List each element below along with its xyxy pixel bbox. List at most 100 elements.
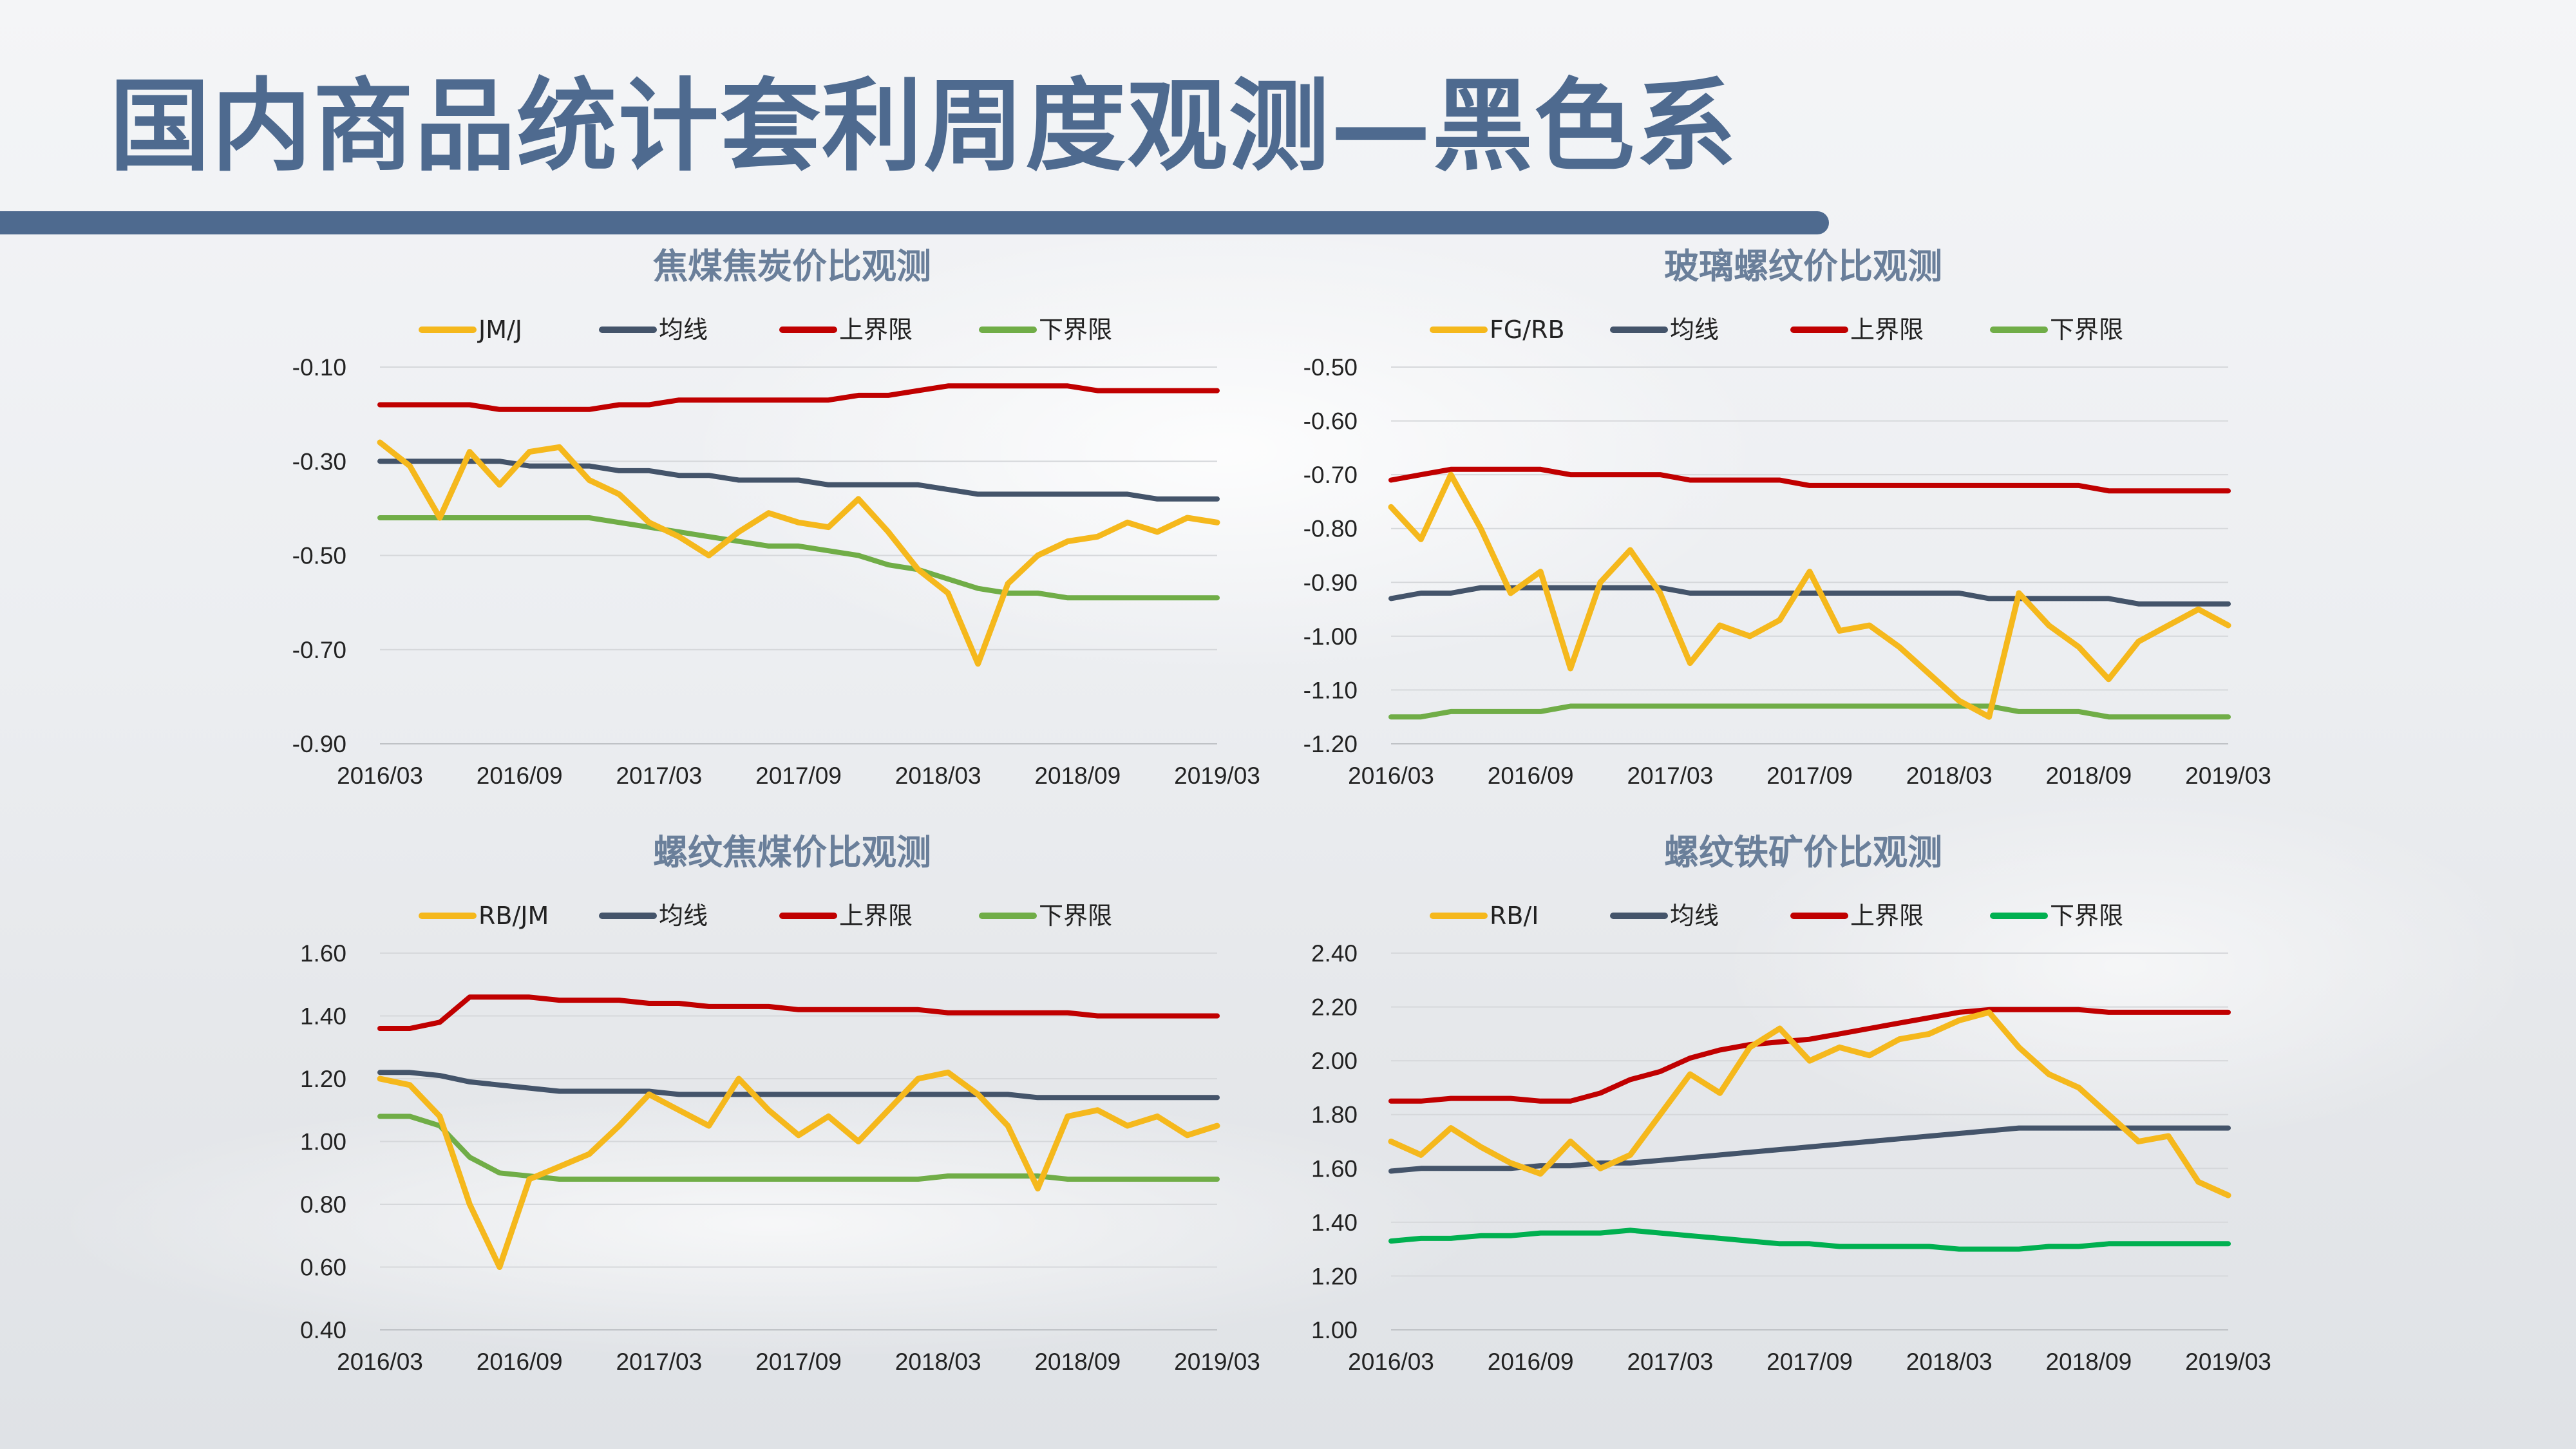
chart-svg: 螺纹铁矿价比观测 RB/I 均线 上界限 下界限 2.40 2.20 2.00 1.80 1.60…	[1311, 832, 2271, 1375]
series-line-lower_alt	[1388, 1227, 2231, 1252]
legend-label: 下界限	[1039, 902, 1112, 930]
y-tick-label: 2.20	[1311, 994, 1358, 1021]
x-tick-label: 2017/03	[1627, 762, 1713, 789]
x-tick-label: 2016/09	[1488, 762, 1574, 789]
legend-item: RB/I	[1430, 902, 1539, 930]
series-line-lower	[377, 515, 1220, 601]
legend-item: 上界限	[1790, 316, 1924, 344]
legend-label: RB/I	[1490, 902, 1539, 930]
y-tick-label: 1.00	[300, 1129, 346, 1155]
legend-label: 均线	[659, 316, 708, 344]
chart-svg: 焦煤焦炭价比观测 JM/J 均线 上界限 下界限 -0.10 -0.30 -0.50 -0.70…	[292, 246, 1260, 789]
y-tick-label: -0.60	[1303, 408, 1358, 435]
y-tick-label: 2.00	[1311, 1048, 1358, 1074]
x-tick-label: 2019/03	[1174, 1349, 1260, 1375]
x-tick-label: 2018/03	[895, 762, 981, 789]
x-tick-label: 2017/03	[616, 1349, 702, 1375]
y-tick-label: -0.90	[292, 731, 346, 757]
y-tick-label: 1.60	[300, 940, 346, 967]
chart-rebar-coking-coal: 螺纹焦煤价比观测 RB/JM 均线 上界限 下界限 1.60 1.40 1.20 1.00 0.8…	[277, 831, 1269, 1397]
y-tick-label: -0.80	[1303, 516, 1358, 542]
x-tick-label: 2017/03	[616, 762, 702, 789]
x-tick-label: 2017/03	[1627, 1349, 1713, 1375]
chart-title: 螺纹铁矿价比观测	[1664, 832, 1942, 873]
x-tick-label: 2017/09	[1766, 762, 1853, 789]
y-tick-label: 0.60	[300, 1255, 346, 1281]
x-tick-label: 2017/09	[1766, 1349, 1853, 1375]
y-tick-label: 1.00	[1311, 1317, 1358, 1343]
legend-item: 下界限	[979, 316, 1112, 344]
y-tick-label: 0.80	[300, 1191, 346, 1218]
y-tick-label: 1.20	[300, 1066, 346, 1092]
x-tick-label: 2018/03	[895, 1349, 981, 1375]
y-tick-label: -0.10	[292, 354, 346, 381]
x-tick-label: 2019/03	[2185, 1349, 2271, 1375]
x-tick-label: 2017/09	[755, 762, 842, 789]
series-line-ratio	[1388, 1009, 2231, 1198]
legend-label: 下界限	[2050, 902, 2123, 930]
chart-title: 玻璃螺纹价比观测	[1664, 246, 1942, 287]
legend-item: 上界限	[779, 316, 913, 344]
x-tick-label: 2019/03	[1174, 762, 1260, 789]
y-tick-label: -0.30	[292, 448, 346, 475]
y-tick-label: 0.40	[300, 1317, 346, 1343]
chart-rebar-iron-ore: 螺纹铁矿价比观测 RB/I 均线 上界限 下界限 2.40 2.20 2.00 1.80 1.60…	[1288, 831, 2280, 1397]
y-tick-label: -1.20	[1303, 731, 1358, 757]
legend-item: 上界限	[1790, 902, 1924, 930]
y-tick-label: -0.70	[1303, 462, 1358, 488]
legend-label: 上界限	[1850, 316, 1924, 344]
legend-label: 上界限	[839, 316, 913, 344]
x-tick-label: 2018/09	[2045, 762, 2132, 789]
y-tick-label: -1.10	[1303, 677, 1358, 703]
x-tick-label: 2018/09	[1034, 762, 1121, 789]
x-tick-label: 2018/09	[1034, 1349, 1121, 1375]
title-underline-bar	[0, 211, 1829, 234]
legend-item: 下界限	[1990, 316, 2123, 344]
legend-item: 下界限	[979, 902, 1112, 930]
series-line-ratio	[377, 1069, 1220, 1270]
series-line-upper	[377, 383, 1220, 412]
y-tick-label: -0.50	[292, 543, 346, 569]
legend-label: 均线	[1670, 902, 1719, 930]
y-tick-label: -1.00	[1303, 623, 1358, 650]
x-tick-label: 2017/09	[755, 1349, 842, 1375]
x-tick-label: 2018/03	[1906, 1349, 1993, 1375]
x-tick-label: 2016/03	[337, 762, 423, 789]
series-line-lower	[1388, 703, 2231, 720]
x-tick-label: 2018/03	[1906, 762, 1993, 789]
legend-item: FG/RB	[1430, 316, 1565, 344]
y-tick-label: -0.90	[1303, 569, 1358, 596]
y-tick-label: 1.80	[1311, 1102, 1358, 1128]
y-tick-label: -0.50	[1303, 354, 1358, 381]
legend-label: 上界限	[1850, 902, 1924, 930]
legend-item: 均线	[599, 316, 708, 344]
series-line-upper	[377, 994, 1220, 1031]
legend-label: 下界限	[1039, 316, 1112, 344]
x-tick-label: 2016/03	[1348, 1349, 1434, 1375]
legend-item: JM/J	[419, 316, 522, 344]
page-title: 国内商品统计套利周度观测—黑色系	[109, 68, 1738, 185]
legend-item: 下界限	[1990, 902, 2123, 930]
legend-label: 均线	[1670, 316, 1719, 344]
x-tick-label: 2016/09	[477, 762, 563, 789]
legend-label: 下界限	[2050, 316, 2123, 344]
legend-item: RB/JM	[419, 902, 549, 930]
legend-item: 均线	[1610, 316, 1719, 344]
series-line-upper	[1388, 466, 2231, 494]
legend-label: 均线	[659, 902, 708, 930]
x-tick-label: 2016/03	[337, 1349, 423, 1375]
chart-title: 焦煤焦炭价比观测	[653, 246, 931, 287]
series-line-upper	[1388, 1007, 2231, 1104]
y-tick-label: 1.40	[1311, 1209, 1358, 1236]
series-line-mean	[377, 1070, 1220, 1101]
chart-svg: 螺纹焦煤价比观测 RB/JM 均线 上界限 下界限 1.60 1.40 1.20 1.00 0.8…	[300, 832, 1260, 1375]
legend-label: FG/RB	[1490, 316, 1565, 344]
x-tick-label: 2018/09	[2045, 1349, 2132, 1375]
x-tick-label: 2019/03	[2185, 762, 2271, 789]
y-tick-label: 1.20	[1311, 1263, 1358, 1289]
series-line-mean	[1388, 1125, 2231, 1174]
series-line-lower	[377, 1113, 1220, 1182]
chart-glass-rebar: 玻璃螺纹价比观测 FG/RB 均线 上界限 下界限 -0.50 -0.60 -0.70 -0.8…	[1288, 245, 2280, 811]
series-line-ratio	[377, 439, 1220, 667]
